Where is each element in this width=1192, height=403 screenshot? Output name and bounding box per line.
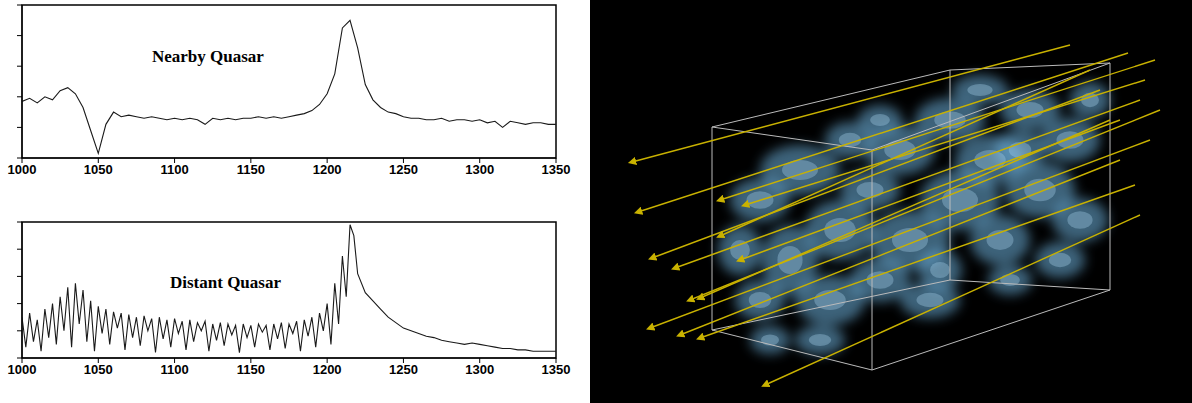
html-text:Nearby Quasar: Nearby Quasar (152, 47, 264, 66)
svg-text:1300: 1300 (465, 362, 494, 377)
svg-text:1300: 1300 (465, 162, 494, 177)
svg-text:1350: 1350 (542, 162, 571, 177)
svg-text:1200: 1200 (313, 362, 342, 377)
svg-text:1100: 1100 (160, 362, 188, 377)
svg-text:1150: 1150 (237, 362, 265, 377)
svg-text:1100: 1100 (160, 162, 188, 177)
svg-text:1250: 1250 (389, 362, 418, 377)
svg-text:1050: 1050 (84, 162, 113, 177)
svg-text:1000: 1000 (8, 362, 37, 377)
svg-text:1350: 1350 (542, 362, 571, 377)
html-text:Distant Quasar: Distant Quasar (170, 273, 281, 292)
svg-text:1150: 1150 (237, 162, 265, 177)
svg-text:1050: 1050 (84, 362, 113, 377)
svg-text:1250: 1250 (389, 162, 418, 177)
svg-text:1200: 1200 (313, 162, 342, 177)
svg-text:1000: 1000 (8, 162, 37, 177)
